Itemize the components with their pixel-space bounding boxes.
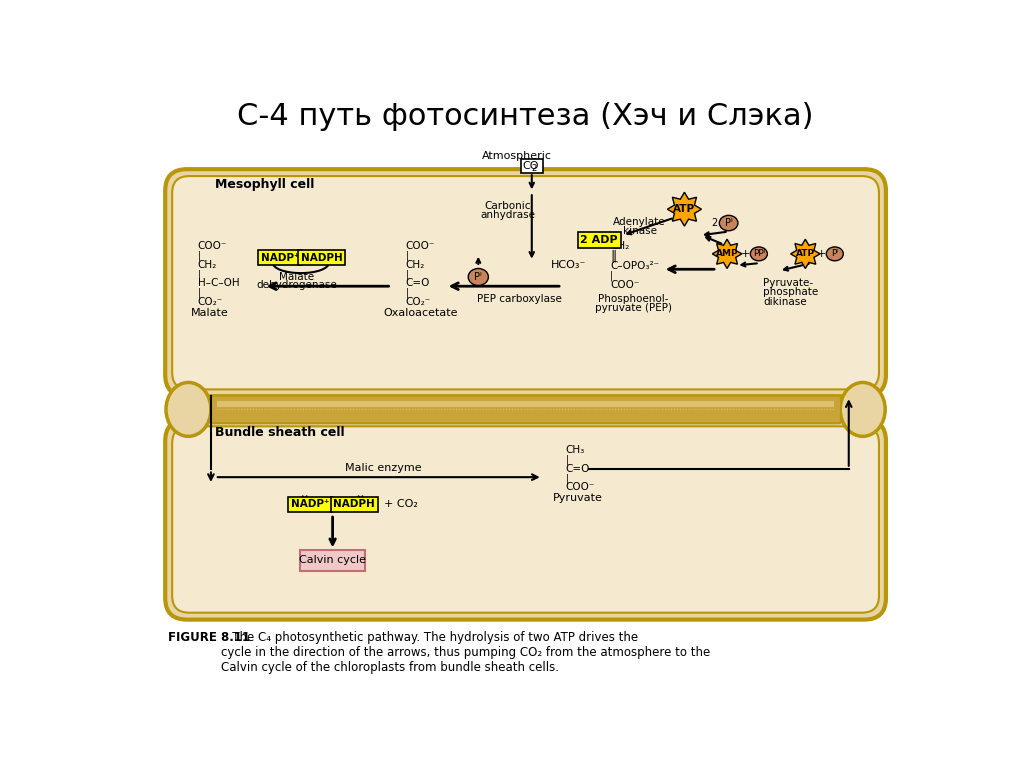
Text: NADP⁺: NADP⁺ (291, 499, 330, 509)
Text: Malic enzyme: Malic enzyme (345, 463, 422, 473)
Text: Mesophyll cell: Mesophyll cell (215, 178, 314, 191)
Ellipse shape (751, 247, 767, 261)
Polygon shape (713, 239, 741, 269)
Ellipse shape (468, 269, 488, 286)
Text: COO⁻: COO⁻ (566, 482, 595, 492)
Text: Malate: Malate (280, 272, 314, 282)
Text: anhydrase: anhydrase (480, 210, 536, 220)
FancyBboxPatch shape (521, 159, 543, 173)
Text: |: | (406, 288, 409, 299)
Text: PEP carboxylase: PEP carboxylase (477, 293, 562, 303)
Text: dehydrogenase: dehydrogenase (257, 280, 337, 290)
Text: C–OPO₃²⁻: C–OPO₃²⁻ (610, 261, 659, 271)
Text: Pᴵ: Pᴵ (725, 218, 732, 228)
Text: Pᴵ: Pᴵ (831, 250, 839, 258)
Text: NADP⁺: NADP⁺ (261, 253, 299, 263)
Text: COO⁻: COO⁻ (198, 241, 227, 251)
Polygon shape (668, 192, 701, 226)
Text: kinase: kinase (623, 226, 656, 236)
Text: ATP: ATP (674, 204, 695, 214)
Text: COO⁻: COO⁻ (610, 280, 639, 290)
Text: Malate: Malate (190, 308, 228, 318)
Polygon shape (791, 239, 820, 269)
Text: ‖: ‖ (610, 250, 616, 263)
Text: NADPH: NADPH (301, 253, 343, 263)
Text: |: | (198, 288, 201, 299)
Text: Pyruvate: Pyruvate (553, 493, 602, 503)
FancyBboxPatch shape (300, 550, 366, 571)
Text: The C₄ photosynthetic pathway. The hydrolysis of two ATP drives the
cycle in the: The C₄ photosynthetic pathway. The hydro… (221, 631, 711, 674)
Text: |: | (198, 270, 201, 280)
Text: HCO₃⁻: HCO₃⁻ (550, 260, 586, 270)
Text: CH₂: CH₂ (406, 260, 425, 270)
Text: FIGURE 8.11: FIGURE 8.11 (168, 631, 251, 644)
Text: Phosphoenol-: Phosphoenol- (598, 293, 669, 303)
Ellipse shape (166, 382, 211, 436)
Text: H–C–OH: H–C–OH (198, 278, 240, 288)
Ellipse shape (719, 215, 738, 230)
Bar (217, 401, 834, 407)
Text: + CO₂: + CO₂ (384, 499, 418, 509)
Text: CH₂: CH₂ (198, 260, 217, 270)
FancyBboxPatch shape (210, 396, 841, 423)
Text: +: + (817, 249, 826, 259)
Text: CO₂⁻: CO₂⁻ (406, 296, 431, 306)
Text: CH₂: CH₂ (610, 241, 630, 251)
Text: +: + (741, 249, 751, 259)
Text: Carbonic: Carbonic (484, 201, 531, 211)
Text: dikinase: dikinase (764, 296, 807, 306)
FancyBboxPatch shape (172, 426, 879, 613)
Text: |: | (566, 455, 569, 465)
Text: C=O: C=O (406, 278, 430, 288)
Text: phosphate: phosphate (764, 287, 819, 297)
Text: CH₃: CH₃ (566, 445, 585, 455)
Text: 2 ADP: 2 ADP (581, 235, 618, 245)
Text: Atmospheric: Atmospheric (482, 151, 552, 161)
Text: CO: CO (522, 161, 539, 171)
FancyBboxPatch shape (165, 419, 886, 620)
Text: AMP: AMP (716, 250, 738, 258)
Text: Pyruvate-: Pyruvate- (764, 278, 814, 288)
Text: COO⁻: COO⁻ (406, 241, 435, 251)
Text: |: | (198, 251, 201, 261)
Text: С-4 путь фотосинтеза (Хэч и Слэка): С-4 путь фотосинтеза (Хэч и Слэка) (237, 102, 813, 131)
Text: Bundle sheath cell: Bundle sheath cell (215, 426, 344, 439)
Text: |: | (406, 270, 409, 280)
Text: 2: 2 (711, 218, 717, 228)
Text: C=O: C=O (566, 464, 590, 474)
Text: 2: 2 (531, 164, 537, 173)
Ellipse shape (826, 247, 844, 261)
Text: Oxaloacetate: Oxaloacetate (384, 308, 458, 318)
Text: Pᴵ: Pᴵ (474, 272, 482, 282)
Text: |: | (610, 271, 613, 281)
Text: pyruvate (PEP): pyruvate (PEP) (595, 303, 672, 313)
Text: PPᴵ: PPᴵ (753, 250, 765, 258)
Text: |: | (406, 251, 409, 261)
Text: Calvin cycle: Calvin cycle (299, 555, 367, 565)
Text: |: | (566, 473, 569, 484)
FancyBboxPatch shape (165, 169, 886, 396)
Text: Adenylate: Adenylate (613, 217, 666, 227)
Text: NADPH: NADPH (334, 499, 375, 509)
FancyBboxPatch shape (172, 176, 879, 389)
Text: CO₂⁻: CO₂⁻ (198, 296, 223, 306)
Text: ATP: ATP (796, 250, 815, 258)
Ellipse shape (841, 382, 885, 436)
